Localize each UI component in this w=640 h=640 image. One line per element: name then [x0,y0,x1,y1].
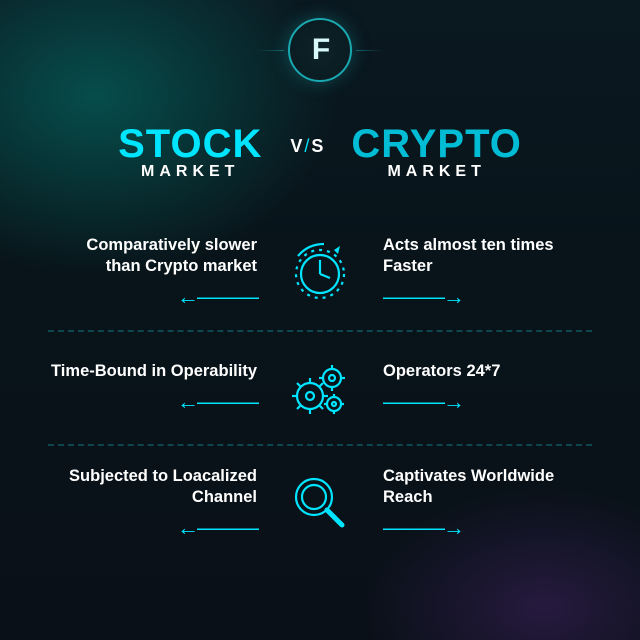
right-big: CRYPTO [351,122,521,167]
left-text: Subjected to Loacalized Channel [48,466,257,509]
arrow-left-icon: ←——— [48,515,257,541]
left-title: STOCK MARKET [118,122,262,181]
row-left: Time-Bound in Operability ←——— [48,361,257,414]
logo-letter: F [312,33,328,67]
left-text: Comparatively slower than Crypto market [48,235,257,278]
arrow-left-icon: ←——— [48,284,257,310]
right-text: Operators 24*7 [383,361,592,382]
right-title: CRYPTO MARKET [351,122,521,181]
brand-logo: F [288,18,352,82]
row-left: Subjected to Loacalized Channel ←——— [48,466,257,541]
clock-icon [275,236,365,308]
comparison-row: Comparatively slower than Crypto market … [48,219,592,326]
row-right: Captivates Worldwide Reach ———→ [383,466,592,541]
left-text: Time-Bound in Operability [48,361,257,382]
row-left: Comparatively slower than Crypto market … [48,235,257,310]
arrow-right-icon: ———→ [383,284,592,310]
vs-v: V [290,136,302,156]
row-right: Acts almost ten times Faster ———→ [383,235,592,310]
row-right: Operators 24*7 ———→ [383,361,592,414]
right-text: Captivates Worldwide Reach [383,466,592,509]
right-text: Acts almost ten times Faster [383,235,592,278]
comparison-row: Time-Bound in Operability ←——— [48,336,592,440]
magnifier-icon [275,467,365,539]
comparison-row: Subjected to Loacalized Channel ←——— Cap… [48,450,592,557]
vs-s: S [311,136,323,156]
vs-label: V/S [290,136,323,157]
divider [48,330,592,332]
comparison-rows: Comparatively slower than Crypto market … [0,219,640,557]
header: STOCK MARKET V/S CRYPTO MARKET [0,122,640,181]
gears-icon [275,352,365,424]
left-big: STOCK [118,122,262,167]
arrow-right-icon: ———→ [383,515,592,541]
arrow-right-icon: ———→ [383,389,592,415]
divider [48,444,592,446]
arrow-left-icon: ←——— [48,389,257,415]
logo-wrap: F [0,0,640,82]
